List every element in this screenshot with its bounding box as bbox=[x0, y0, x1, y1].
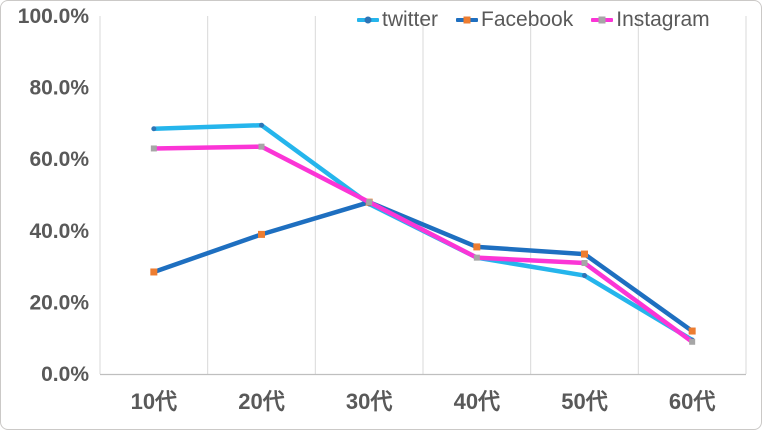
y-tick-label: 100.0% bbox=[18, 5, 90, 28]
instagram-legend-marker-icon bbox=[598, 16, 606, 24]
facebook-marker bbox=[581, 250, 588, 258]
legend-item-twitter: twitter bbox=[357, 8, 438, 32]
facebook-marker bbox=[258, 230, 265, 238]
facebook-legend-marker-icon bbox=[463, 16, 471, 24]
legend-item-instagram: Instagram bbox=[591, 8, 710, 32]
y-tick-label: 60.0% bbox=[29, 148, 89, 171]
x-tick-label: 10代 bbox=[131, 389, 177, 414]
x-tick-label: 20代 bbox=[238, 389, 284, 414]
twitter-marker bbox=[582, 273, 587, 279]
legend-label-twitter: twitter bbox=[382, 8, 439, 31]
legend: twitter Facebook Instagram bbox=[357, 8, 710, 32]
twitter-marker bbox=[259, 122, 264, 128]
y-tick-label: 80.0% bbox=[29, 77, 89, 100]
x-tick-label: 30代 bbox=[346, 389, 392, 414]
twitter-legend-line-icon bbox=[357, 16, 379, 24]
y-tick-label: 20.0% bbox=[29, 291, 89, 314]
y-tick-label: 40.0% bbox=[29, 220, 89, 243]
facebook-marker bbox=[473, 243, 481, 251]
twitter-legend-marker-icon bbox=[364, 16, 372, 24]
x-tick-label: 40代 bbox=[454, 389, 500, 414]
facebook-marker bbox=[150, 268, 158, 276]
legend-label-facebook: Facebook bbox=[481, 8, 574, 31]
instagram-marker bbox=[366, 199, 373, 206]
instagram-legend-line-icon bbox=[591, 16, 614, 24]
x-tick-label: 50代 bbox=[561, 389, 607, 414]
y-tick-label: 0.0% bbox=[41, 363, 89, 386]
instagram-marker bbox=[581, 260, 588, 267]
legend-item-facebook: Facebook bbox=[456, 8, 573, 32]
facebook-legend-line-icon bbox=[456, 16, 479, 24]
legend-label-instagram: Instagram bbox=[616, 8, 710, 31]
instagram-line bbox=[151, 144, 695, 345]
instagram-marker bbox=[473, 254, 480, 261]
instagram-marker bbox=[689, 338, 696, 345]
instagram-marker bbox=[150, 145, 157, 152]
twitter-marker bbox=[151, 126, 157, 132]
x-tick-label: 60代 bbox=[669, 389, 715, 414]
facebook-line bbox=[151, 199, 695, 334]
facebook-marker bbox=[688, 327, 696, 335]
instagram-marker bbox=[258, 143, 265, 150]
